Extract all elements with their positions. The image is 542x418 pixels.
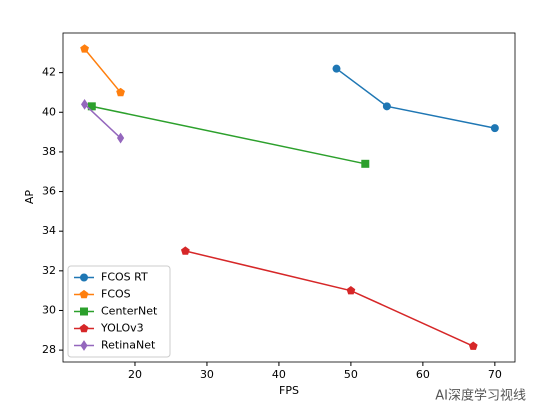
legend-marker	[80, 273, 88, 282]
marker	[490, 124, 499, 133]
y-axis-label: AP	[23, 190, 36, 205]
marker	[468, 341, 478, 350]
y-tick-label: 32	[42, 264, 56, 277]
legend-label: YOLOv3	[100, 322, 144, 335]
y-tick-label: 30	[42, 303, 56, 316]
legend-marker	[80, 340, 88, 351]
y-tick-label: 40	[42, 105, 56, 118]
series-line	[84, 103, 122, 139]
y-tick-label: 34	[42, 224, 56, 237]
plot-frame	[62, 32, 516, 363]
legend-marker	[79, 323, 89, 333]
marker	[346, 286, 356, 295]
legend-label: CenterNet	[101, 305, 158, 318]
series-line	[91, 105, 366, 165]
y-tick-label: 38	[42, 145, 56, 158]
legend-marker	[79, 289, 89, 299]
x-tick-label: 30	[200, 368, 214, 381]
x-tick-label: 60	[416, 368, 430, 381]
marker	[116, 132, 125, 144]
y-tick-label: 36	[42, 185, 56, 198]
y-tick-label: 28	[42, 343, 56, 356]
legend-label: RetinaNet	[101, 339, 156, 352]
watermark: AI深度学习视线	[435, 388, 526, 404]
marker	[87, 102, 96, 111]
marker	[116, 87, 125, 97]
y-tick-label: 42	[42, 66, 56, 79]
legend-label: FCOS RT	[101, 271, 148, 284]
marker	[382, 102, 391, 111]
marker	[332, 64, 341, 73]
legend-marker	[80, 307, 88, 316]
x-axis-label: FPS	[279, 384, 299, 397]
marker	[80, 44, 89, 53]
x-tick-label: 40	[272, 368, 286, 381]
series-line	[84, 48, 122, 93]
legend-box	[67, 265, 171, 358]
marker	[180, 246, 190, 255]
marker	[361, 159, 370, 168]
x-tick-label: 70	[488, 368, 502, 381]
legend: FCOS RT FCOS CenterNet YOLOv3 RetinaNet	[67, 265, 171, 358]
x-tick-label: 50	[344, 368, 358, 381]
legend-label: FCOS	[101, 288, 131, 301]
marker	[80, 98, 89, 110]
x-tick-label: 20	[128, 368, 142, 381]
